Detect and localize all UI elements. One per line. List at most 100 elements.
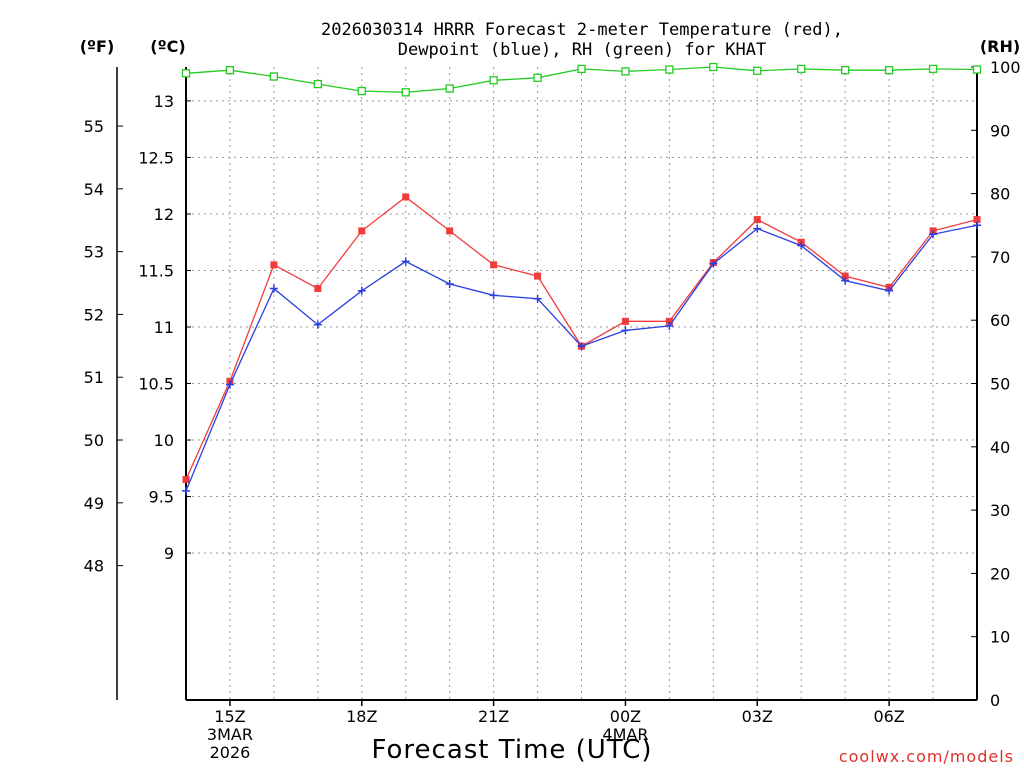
fahrenheit-tick-label: 53 — [84, 243, 104, 262]
axes: 9 9.5 10 10.5 11 11.5 12 12.5 13 48 49 50 51 52 53 54 55… — [84, 58, 1021, 710]
x-tick-label: 06Z — [873, 707, 904, 726]
x-tick-date-label: 2026 — [210, 743, 251, 762]
temperature-point — [753, 216, 761, 224]
data-series — [181, 62, 982, 495]
temperature-point — [973, 216, 981, 224]
temperature-point — [358, 227, 366, 235]
rh-tick-label: 70 — [990, 248, 1010, 267]
dewpoint-point — [577, 342, 586, 351]
dewpoint-point — [753, 224, 762, 233]
rh-point — [709, 62, 718, 72]
chart-title-line-1: 2026030314 HRRR Forecast 2-meter Tempera… — [321, 20, 843, 40]
x-axis-label: Forecast Time (UTC) — [371, 735, 652, 765]
rh-point — [313, 79, 322, 89]
dewpoint-point — [401, 257, 410, 266]
dewpoint-point — [357, 286, 366, 295]
rh-point — [269, 72, 279, 81]
x-tick-label: 21Z — [478, 707, 509, 726]
rh-point — [401, 88, 410, 97]
temperature-point — [665, 317, 673, 325]
rh-tick-label: 80 — [990, 185, 1010, 204]
rh-tick-label: 10 — [990, 628, 1010, 647]
dewpoint-point — [797, 241, 806, 250]
fahrenheit-tick-label: 54 — [84, 180, 104, 199]
rh-tick-label: 0 — [990, 691, 1000, 710]
celsius-tick-label: 11.5 — [138, 261, 174, 280]
rh-point — [181, 69, 191, 78]
celsius-tick-label: 11 — [154, 318, 174, 337]
rh-point — [445, 84, 454, 93]
dewpoint-point — [445, 280, 454, 289]
celsius-tick-label: 10 — [154, 431, 174, 450]
rh-point — [797, 64, 806, 74]
rh-point — [357, 86, 366, 96]
celsius-unit-label: (ºC) — [150, 37, 185, 56]
rh-point — [841, 66, 850, 75]
fahrenheit-tick-label: 48 — [84, 557, 104, 576]
rh-tick-label: 30 — [990, 501, 1010, 520]
dewpoint-point — [225, 380, 234, 389]
rh-tick-label: 40 — [990, 438, 1010, 457]
rh-point — [621, 67, 630, 76]
celsius-tick-label: 13 — [154, 92, 174, 111]
temperature-point — [446, 227, 454, 235]
temperature-point — [314, 285, 322, 293]
celsius-tick-label: 12.5 — [138, 148, 174, 167]
dewpoint-point — [929, 230, 938, 239]
x-tick-label: 15Z — [214, 707, 245, 726]
credit-text: coolwx.com/models — [839, 747, 1014, 766]
temperature-point — [182, 476, 190, 484]
rh-point — [884, 66, 894, 75]
rh-point — [489, 76, 498, 85]
grid-lines — [186, 67, 977, 700]
celsius-tick-label: 10.5 — [138, 375, 174, 394]
celsius-tick-label: 9.5 — [149, 488, 174, 507]
x-tick-label: 00Z — [610, 707, 641, 726]
dewpoint-point — [182, 486, 190, 495]
temperature-point — [270, 261, 278, 269]
dewpoint-point — [973, 221, 981, 230]
rh-tick-label: 90 — [990, 121, 1010, 140]
x-tick-date-label: 3MAR — [207, 725, 253, 744]
x-tick-date-label: 4MAR — [602, 725, 648, 744]
temperature-point — [534, 272, 542, 280]
rh-point — [577, 64, 586, 74]
rh-point — [533, 73, 542, 82]
dewpoint-point — [665, 321, 674, 330]
fahrenheit-unit-label: (ºF) — [80, 37, 115, 56]
x-tick-label: 03Z — [742, 707, 773, 726]
temperature-point — [621, 317, 629, 325]
fahrenheit-tick-label: 51 — [84, 368, 104, 387]
celsius-tick-label: 12 — [154, 205, 174, 224]
rh-point — [928, 64, 938, 74]
dewpoint-point — [885, 286, 894, 295]
dewpoint-point — [489, 291, 498, 300]
fahrenheit-tick-label: 49 — [84, 494, 104, 513]
x-tick-label: 18Z — [346, 707, 377, 726]
temperature-point — [402, 193, 410, 201]
rh-point — [665, 65, 674, 74]
fahrenheit-tick-label: 52 — [84, 305, 104, 324]
rh-tick-label: 60 — [990, 311, 1010, 330]
rh-tick-label: 20 — [990, 564, 1010, 583]
dewpoint-point — [709, 259, 718, 268]
dewpoint-point — [841, 276, 850, 285]
dewpoint-point — [313, 320, 322, 329]
chart-title-line-2: Dewpoint (blue), RH (green) for KHAT — [398, 40, 766, 60]
rh-point — [753, 66, 762, 75]
rh-tick-label: 100 — [990, 58, 1021, 77]
dewpoint-point — [269, 284, 278, 293]
celsius-tick-label: 9 — [164, 544, 174, 563]
temperature-point — [841, 272, 849, 280]
rh-tick-label: 50 — [990, 375, 1010, 394]
rh-point — [225, 66, 235, 75]
dewpoint-point — [621, 326, 630, 335]
rh-unit-label: (RH) — [980, 37, 1020, 56]
rh-point — [972, 65, 982, 74]
fahrenheit-tick-label: 55 — [84, 117, 104, 136]
temperature-point — [490, 261, 498, 269]
fahrenheit-tick-label: 50 — [84, 431, 104, 450]
dewpoint-point — [533, 294, 542, 303]
